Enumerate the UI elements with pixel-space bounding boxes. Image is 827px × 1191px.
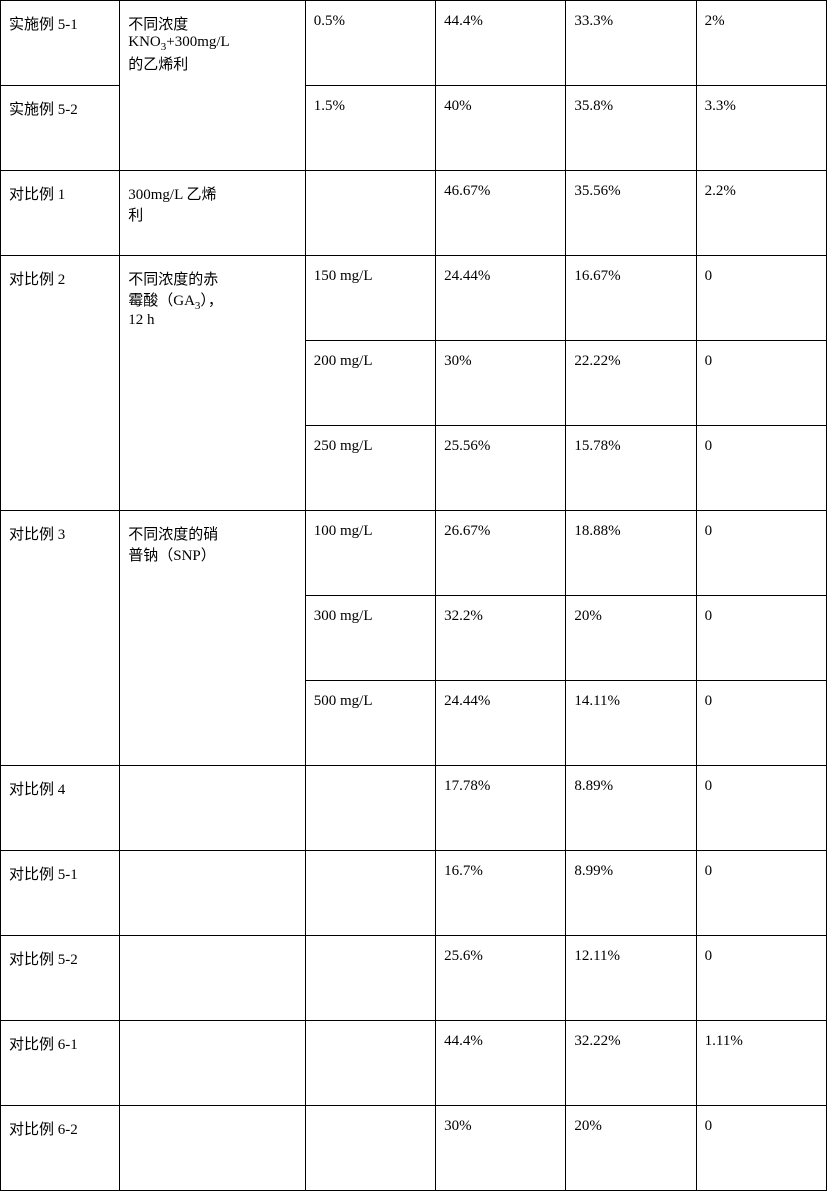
table-row: 对比例 3 不同浓度的硝 普钠（SNP） 100 mg/L 26.67% 18.… (1, 511, 827, 596)
cell-value: 0 (696, 936, 826, 1021)
cell-value: 26.67% (436, 511, 566, 596)
cell-value: 35.56% (566, 171, 696, 256)
cell-value: 0.5% (305, 1, 435, 86)
table-row: 对比例 2 不同浓度的赤 霉酸（GA3）， 12 h 150 mg/L 24.4… (1, 256, 827, 341)
table-row: 对比例 1 300mg/L 乙烯 利 46.67% 35.56% 2.2% (1, 171, 827, 256)
cell-value: 20% (566, 596, 696, 681)
cell-value: 0 (696, 256, 826, 341)
cell-value: 8.99% (566, 851, 696, 936)
cell-value: 35.8% (566, 86, 696, 171)
cell-value: 20% (566, 1106, 696, 1191)
cell-value: 16.67% (566, 256, 696, 341)
cell-label: 对比例 2 (1, 256, 120, 511)
cell-value: 0 (696, 511, 826, 596)
cell-value: 25.6% (436, 936, 566, 1021)
cell-treatment (120, 1106, 306, 1191)
cell-label: 对比例 6-2 (1, 1106, 120, 1191)
text-line: 普钠（SNP） (128, 548, 216, 564)
cell-treatment (120, 936, 306, 1021)
cell-value: 150 mg/L (305, 256, 435, 341)
cell-value (305, 851, 435, 936)
text-line: KNO (128, 34, 161, 50)
cell-label: 对比例 5-1 (1, 851, 120, 936)
table-row: 实施例 5-1 不同浓度 KNO3+300mg/L 的乙烯利 0.5% 44.4… (1, 1, 827, 86)
table-row: 对比例 5-2 25.6% 12.11% 0 (1, 936, 827, 1021)
cell-treatment: 300mg/L 乙烯 利 (120, 171, 306, 256)
cell-label: 对比例 1 (1, 171, 120, 256)
cell-value: 32.2% (436, 596, 566, 681)
cell-value: 500 mg/L (305, 681, 435, 766)
cell-label: 对比例 4 (1, 766, 120, 851)
cell-value: 33.3% (566, 1, 696, 86)
cell-value: 40% (436, 86, 566, 171)
cell-value: 24.44% (436, 256, 566, 341)
cell-treatment (120, 1021, 306, 1106)
cell-value: 0 (696, 596, 826, 681)
cell-value: 25.56% (436, 426, 566, 511)
cell-value: 46.67% (436, 171, 566, 256)
cell-treatment: 不同浓度的硝 普钠（SNP） (120, 511, 306, 766)
text-line: 300mg/L 乙烯 (128, 187, 216, 203)
cell-value: 8.89% (566, 766, 696, 851)
cell-value: 0 (696, 681, 826, 766)
cell-label: 对比例 3 (1, 511, 120, 766)
cell-value (305, 936, 435, 1021)
cell-value (305, 1021, 435, 1106)
cell-value: 16.7% (436, 851, 566, 936)
cell-label: 实施例 5-2 (1, 86, 120, 171)
cell-value: 2% (696, 1, 826, 86)
cell-value: 0 (696, 851, 826, 936)
text-line: 不同浓度 (128, 17, 188, 33)
cell-value: 14.11% (566, 681, 696, 766)
table-row: 对比例 5-1 16.7% 8.99% 0 (1, 851, 827, 936)
cell-treatment: 不同浓度的赤 霉酸（GA3）， 12 h (120, 256, 306, 511)
cell-value: 0 (696, 766, 826, 851)
cell-value: 250 mg/L (305, 426, 435, 511)
cell-treatment (120, 766, 306, 851)
cell-value: 32.22% (566, 1021, 696, 1106)
cell-treatment (120, 851, 306, 936)
cell-value: 100 mg/L (305, 511, 435, 596)
cell-value: 22.22% (566, 341, 696, 426)
table-row: 对比例 6-2 30% 20% 0 (1, 1106, 827, 1191)
cell-value: 24.44% (436, 681, 566, 766)
cell-value: 200 mg/L (305, 341, 435, 426)
cell-value: 44.4% (436, 1, 566, 86)
text-line: ）， (200, 293, 223, 309)
cell-value: 44.4% (436, 1021, 566, 1106)
cell-value: 300 mg/L (305, 596, 435, 681)
cell-value: 3.3% (696, 86, 826, 171)
cell-value: 1.5% (305, 86, 435, 171)
cell-value: 30% (436, 341, 566, 426)
cell-value: 0 (696, 426, 826, 511)
cell-value: 0 (696, 341, 826, 426)
cell-treatment: 不同浓度 KNO3+300mg/L 的乙烯利 (120, 1, 306, 171)
cell-value: 18.88% (566, 511, 696, 596)
cell-value: 1.11% (696, 1021, 826, 1106)
cell-value (305, 1106, 435, 1191)
text-line: 不同浓度的硝 (128, 527, 218, 543)
text-line: 利 (128, 208, 143, 224)
cell-value: 2.2% (696, 171, 826, 256)
cell-value (305, 171, 435, 256)
text-line: 的乙烯利 (128, 57, 188, 73)
cell-label: 对比例 6-1 (1, 1021, 120, 1106)
cell-value: 17.78% (436, 766, 566, 851)
cell-value: 0 (696, 1106, 826, 1191)
cell-label: 实施例 5-1 (1, 1, 120, 86)
cell-value (305, 766, 435, 851)
cell-value: 15.78% (566, 426, 696, 511)
table-row: 对比例 6-1 44.4% 32.22% 1.11% (1, 1021, 827, 1106)
cell-label: 对比例 5-2 (1, 936, 120, 1021)
cell-value: 30% (436, 1106, 566, 1191)
text-line: 不同浓度的赤 (128, 272, 218, 288)
cell-value: 12.11% (566, 936, 696, 1021)
text-line: 12 h (128, 312, 154, 328)
text-line: 霉酸（GA (128, 293, 195, 309)
text-line: +300mg/L (166, 34, 229, 50)
data-table: 实施例 5-1 不同浓度 KNO3+300mg/L 的乙烯利 0.5% 44.4… (0, 0, 827, 1191)
table-row: 对比例 4 17.78% 8.89% 0 (1, 766, 827, 851)
